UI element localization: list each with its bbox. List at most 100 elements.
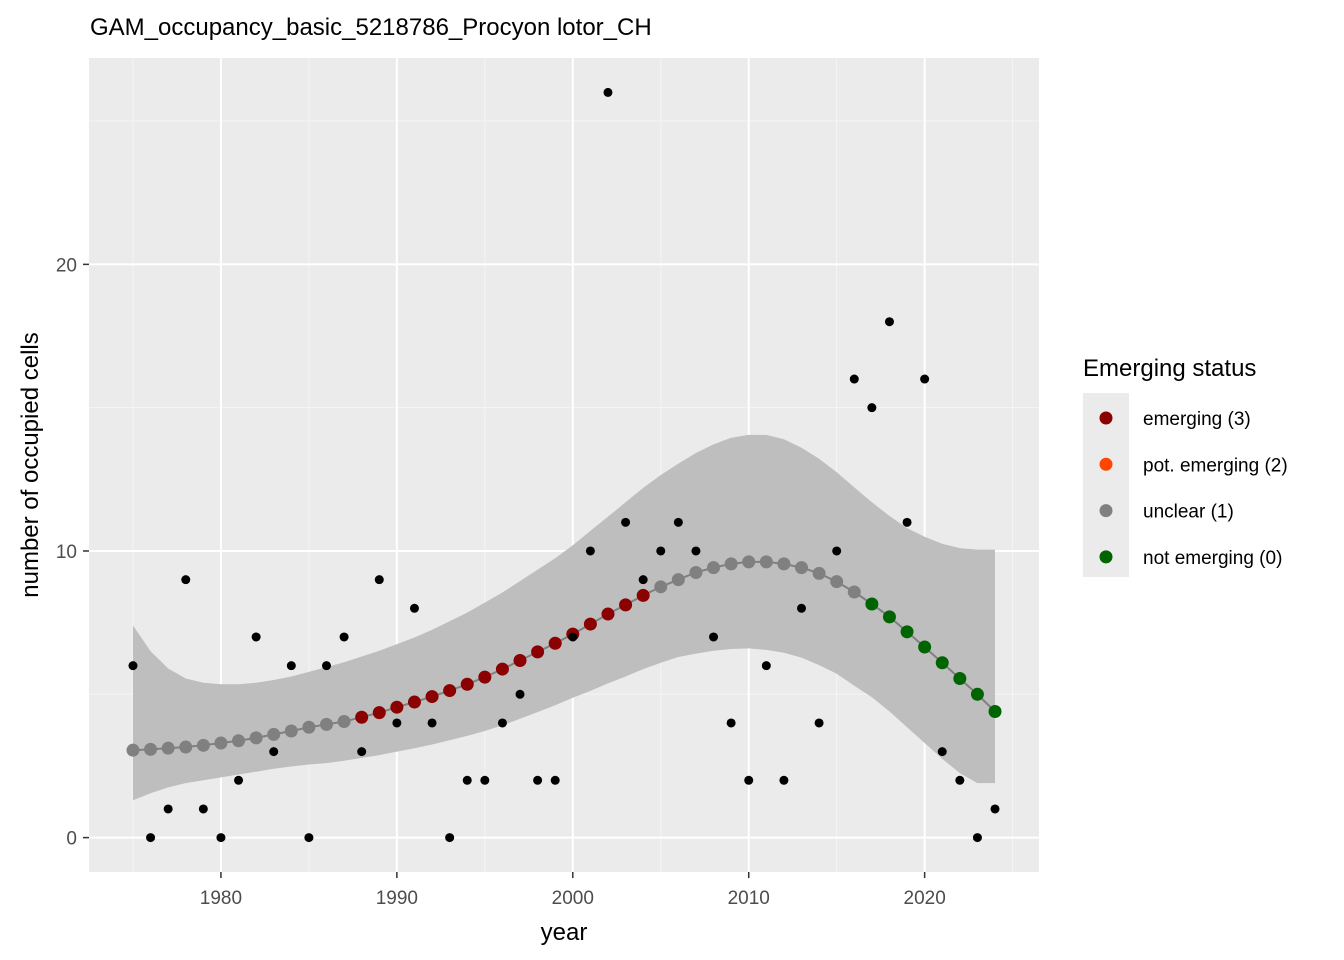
fitted-point [495,662,509,676]
fitted-point [267,727,281,741]
observed-point [269,747,279,757]
fitted-point [865,597,879,611]
fitted-point [232,734,246,748]
y-tick-label: 0 [66,829,77,850]
fitted-point [988,704,1002,718]
legend-key [1099,504,1113,518]
observed-point [920,374,930,384]
fitted-point [882,610,896,624]
fitted-point [196,738,210,752]
fitted-point [970,687,984,701]
legend-label: not emerging (0) [1143,548,1282,569]
fitted-point [460,677,474,691]
fitted-point [407,695,421,709]
y-tick-label: 10 [56,542,77,563]
y-axis-title: number of occupied cells [17,332,44,597]
confidence-band [133,434,995,801]
observed-point [374,575,384,585]
x-axis: 1980 1990 2000 2010 2020 [200,872,946,909]
observed-point [515,689,525,699]
observed-point [972,833,982,843]
observed-point [462,775,472,785]
observed-point [409,603,419,613]
fitted-point [918,640,932,654]
observed-point [304,833,314,843]
legend-label: pot. emerging (2) [1143,455,1288,476]
fitted-point [619,598,633,612]
observed-point [128,661,138,671]
observed-point [990,804,1000,814]
observed-point [357,747,367,757]
observed-point [339,632,349,642]
observed-point [533,775,543,785]
legend-label: emerging (3) [1143,409,1251,430]
observed-point [181,575,191,585]
fitted-point [812,566,826,580]
observed-point [568,632,578,642]
observed-point [638,575,648,585]
observed-point [251,632,261,642]
observed-point [603,87,613,97]
fitted-point [636,588,650,602]
observed-point [286,661,296,671]
fitted-point [707,561,721,575]
fitted-point [583,617,597,631]
x-tick-label: 2000 [552,888,594,909]
fitted-point [601,607,615,621]
observed-point [163,804,173,814]
fitted-point [900,625,914,639]
fitted-point [953,672,967,686]
fitted-point [654,580,668,594]
observed-point [621,517,631,527]
fitted-point [390,700,404,714]
legend-label: unclear (1) [1143,502,1234,523]
observed-point [691,546,701,556]
observed-point [797,603,806,613]
fitted-point [372,706,386,720]
fitted-point [847,585,861,599]
legend-title: Emerging status [1083,355,1256,382]
legend-key [1099,457,1113,471]
observed-point [849,374,859,384]
fitted-point [724,557,738,571]
fitted-point [161,741,175,755]
observed-point [779,775,789,785]
fitted-point [126,743,140,757]
fitted-point [671,573,685,587]
fitted-point [284,724,298,738]
legend: Emerging status emerging (3) pot. emergin… [1083,355,1288,577]
fitted-point [179,740,193,754]
fitted-point [320,717,333,731]
x-axis-title: year [541,919,588,946]
chart-title: GAM_occupancy_basic_5218786_Procyon loto… [90,14,652,41]
observed-point [656,546,666,556]
legend-key [1099,550,1113,564]
fitted-point [759,555,773,569]
observed-point [902,517,912,527]
observed-point [884,317,894,327]
fitted-point [144,742,158,756]
fitted-point [531,645,545,659]
legend-entries: emerging (3) pot. emerging (2) unclear (1)… [1099,409,1288,569]
observed-points [128,87,1000,843]
observed-point [445,833,455,843]
y-tick-label: 20 [56,255,77,276]
fitted-point [513,653,527,667]
fitted-point [935,656,949,670]
x-tick-label: 1980 [200,888,242,909]
observed-point [937,747,947,757]
fitted-point [355,710,369,724]
fitted-points [126,555,1002,757]
observed-point [726,718,736,728]
observed-point [480,775,490,785]
fitted-point [830,575,844,589]
fitted-point [742,555,756,569]
observed-point [322,661,331,671]
observed-point [216,833,226,843]
observed-point [673,517,683,527]
observed-point [497,718,507,728]
legend-key [1099,411,1113,425]
fitted-point [689,565,703,579]
observed-point [585,546,595,556]
